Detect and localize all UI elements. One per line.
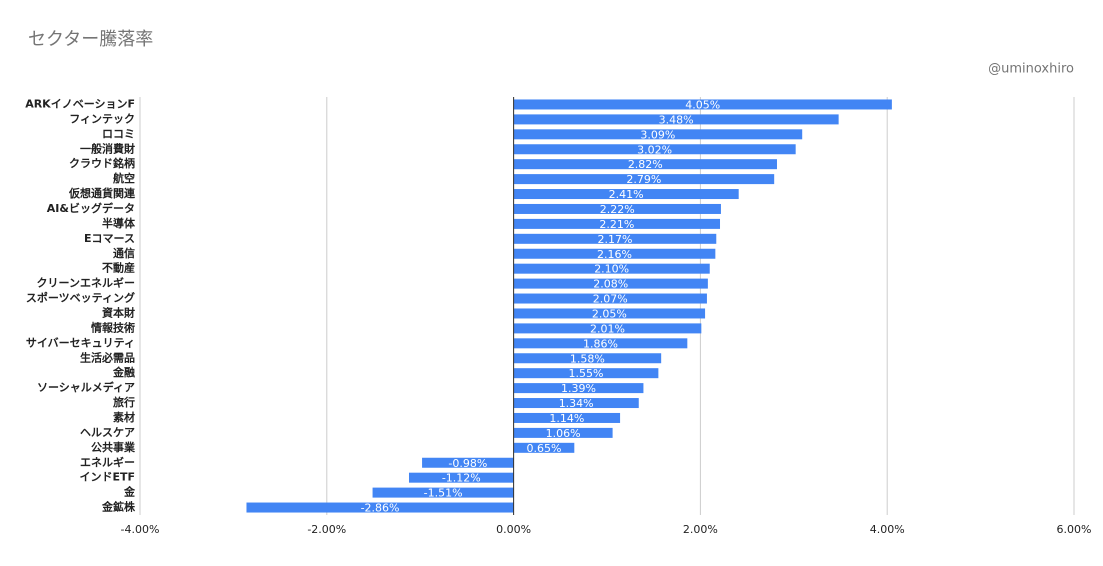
data-label: 1.55% xyxy=(569,367,604,380)
y-tick-label: 金融 xyxy=(112,365,135,379)
x-tick-label: 4.00% xyxy=(870,523,905,536)
y-tick-label: 資本財 xyxy=(102,305,135,319)
data-label: 2.07% xyxy=(593,293,628,306)
bar xyxy=(513,218,721,229)
data-label: 1.86% xyxy=(583,337,618,350)
bar xyxy=(513,308,706,319)
y-tick-label: 公共事業 xyxy=(91,440,136,454)
bar xyxy=(513,99,892,110)
y-tick-label: 不動産 xyxy=(102,261,135,275)
y-tick-label: サイバーセキュリティ xyxy=(26,336,135,349)
data-label: -1.12% xyxy=(442,472,481,485)
y-tick-label: 金 xyxy=(123,485,136,499)
bar xyxy=(513,233,717,244)
bar xyxy=(513,189,739,200)
y-tick-label: 金鉱株 xyxy=(101,500,136,514)
y-tick-label: 仮想通貨関連 xyxy=(68,186,136,200)
data-label: 2.79% xyxy=(626,173,661,186)
bar xyxy=(513,263,710,274)
bar xyxy=(513,323,702,334)
data-label: -2.86% xyxy=(361,502,400,515)
data-label: 3.02% xyxy=(637,143,672,156)
bar xyxy=(422,457,514,468)
data-label: 2.82% xyxy=(628,158,663,171)
bar xyxy=(513,368,659,379)
data-label: 1.34% xyxy=(559,397,594,410)
y-tick-label: クリーンエネルギー xyxy=(37,276,135,290)
bar xyxy=(246,502,514,513)
x-tick-label: 6.00% xyxy=(1057,523,1092,536)
data-label: -1.51% xyxy=(424,487,463,500)
bar xyxy=(513,129,803,140)
data-label: 2.10% xyxy=(594,263,629,276)
y-tick-label: 一般消費財 xyxy=(80,141,135,155)
data-label: 0.65% xyxy=(526,442,561,455)
y-tick-label: 半導体 xyxy=(102,216,136,230)
bar xyxy=(513,293,707,304)
data-label: 2.01% xyxy=(590,322,625,335)
y-tick-label: インドETF xyxy=(79,471,135,484)
y-tick-label: ヘルスケア xyxy=(80,426,135,439)
data-label: 2.22% xyxy=(600,203,635,216)
data-label: -0.98% xyxy=(448,457,487,470)
y-tick-label: ロコミ xyxy=(102,127,135,140)
y-tick-label: 旅行 xyxy=(113,395,135,409)
bar xyxy=(372,487,514,498)
bar xyxy=(513,412,621,423)
bar xyxy=(513,114,839,125)
data-label: 2.21% xyxy=(599,218,634,231)
bar xyxy=(513,203,721,214)
y-tick-label: 通信 xyxy=(113,246,135,260)
y-tick-label: 航空 xyxy=(113,171,135,185)
bar xyxy=(513,159,777,170)
data-label: 2.41% xyxy=(609,188,644,201)
x-tick-label: 2.00% xyxy=(683,523,718,536)
bar xyxy=(513,248,716,259)
y-tick-label: ARKイノベーションF xyxy=(25,97,135,110)
y-tick-label: 素材 xyxy=(113,410,135,424)
x-tick-label: 0.00% xyxy=(496,523,531,536)
data-label: 3.48% xyxy=(659,113,694,126)
data-label: 2.17% xyxy=(597,233,632,246)
x-tick-label: -2.00% xyxy=(307,523,346,536)
data-label: 4.05% xyxy=(685,98,720,111)
y-tick-label: 生活必需品 xyxy=(80,350,135,364)
bar xyxy=(513,174,775,185)
chart-subtitle: @uminoxhiro xyxy=(988,62,1074,77)
bar xyxy=(513,144,796,155)
bar xyxy=(408,472,514,483)
x-tick-label: -4.00% xyxy=(121,523,160,536)
y-tick-label: AI&ビッグデータ xyxy=(47,201,135,215)
y-tick-label: エネルギー xyxy=(80,455,135,469)
data-label: 2.16% xyxy=(597,248,632,261)
y-tick-label: フィンテック xyxy=(69,112,135,125)
bar xyxy=(513,398,639,409)
data-label: 2.05% xyxy=(592,307,627,320)
data-label: 1.14% xyxy=(549,412,584,425)
bar xyxy=(513,383,644,394)
y-tick-label: ソーシャルメディア xyxy=(37,380,135,394)
data-label: 1.39% xyxy=(561,382,596,395)
bar xyxy=(513,442,575,453)
y-tick-label: 情報技術 xyxy=(91,320,135,334)
data-label: 1.58% xyxy=(570,352,605,365)
data-label: 2.08% xyxy=(593,278,628,291)
bar xyxy=(513,278,708,289)
bar xyxy=(513,353,662,364)
data-label: 3.09% xyxy=(640,128,675,141)
bar xyxy=(513,338,688,349)
y-tick-label: Eコマース xyxy=(84,232,135,245)
bar xyxy=(513,427,613,438)
y-tick-label: クラウド銘柄 xyxy=(69,156,135,170)
y-tick-label: スポーツベッティング xyxy=(26,291,135,305)
data-label: 1.06% xyxy=(546,427,581,440)
chart-title: セクター騰落率 xyxy=(28,29,153,50)
